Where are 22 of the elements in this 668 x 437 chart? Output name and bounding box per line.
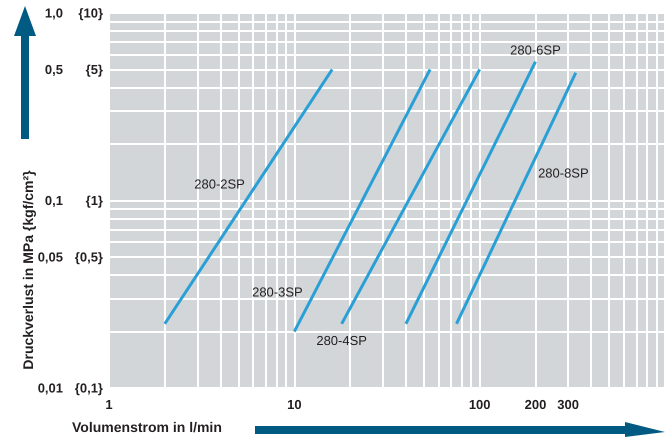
y-tick-label: 0,05 — [38, 249, 63, 264]
x-tick-label: 1 — [105, 397, 113, 412]
y-tick-label: 1,0 — [44, 6, 63, 20]
text: {1} — [86, 193, 103, 208]
y-tick-label: 0,01 — [38, 380, 63, 396]
text: {0,1} — [74, 380, 103, 396]
series-label: 280-6SP — [510, 42, 561, 58]
x-axis-title: Volumenstrom in l/min — [72, 419, 222, 435]
series-label: 280-8SP — [538, 166, 589, 181]
y-tick-label: 0,1 — [44, 193, 63, 208]
series-label: 280-4SP — [316, 332, 367, 348]
y-tick-label: 0,5 — [44, 62, 63, 77]
x-tick-label: 100 — [468, 397, 491, 412]
x-tick-label: 10 — [287, 397, 302, 412]
x-tick-label: 200 — [524, 397, 546, 412]
y-axis-title: Druckverlust in MPa {kgf/cm²} — [20, 170, 36, 370]
x-tick-label: 300 — [557, 397, 579, 412]
series-label: 280-2SP — [194, 176, 245, 192]
text: {5} — [86, 62, 103, 77]
series-label: 280-3SP — [252, 284, 303, 300]
text: {0,5} — [74, 249, 103, 264]
text: {10} — [78, 6, 103, 20]
